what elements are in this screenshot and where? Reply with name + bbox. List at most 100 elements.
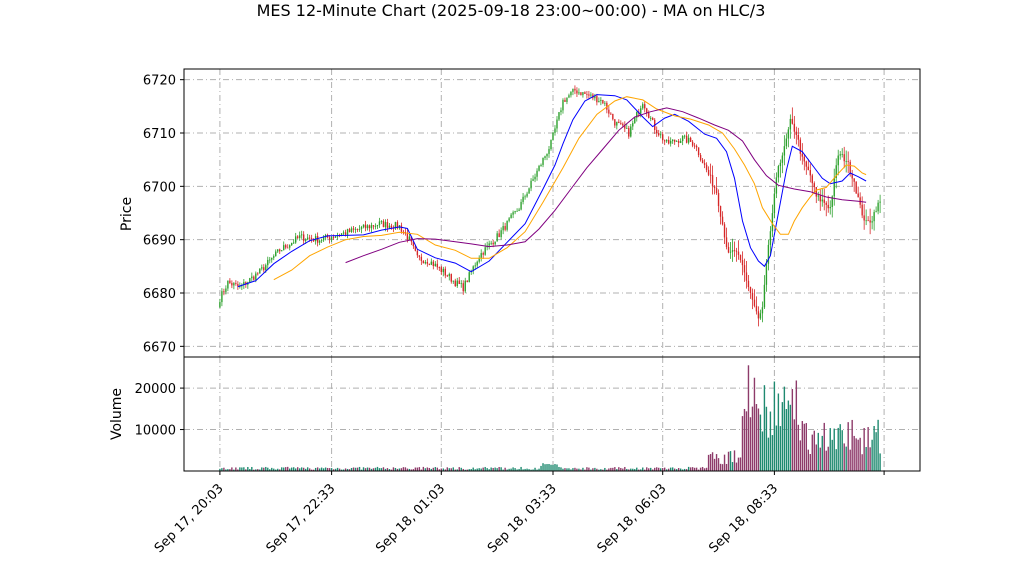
moving-average-line-2	[273, 96, 867, 281]
volume-bar	[845, 446, 847, 471]
x-tick-label: Sep 18, 01:03	[373, 481, 448, 556]
volume-bar	[697, 469, 700, 471]
candle-body	[318, 240, 321, 243]
volume-bar	[665, 469, 668, 471]
candle-body	[594, 96, 596, 99]
candle-body	[779, 162, 782, 167]
candle-body	[851, 174, 853, 179]
candle-body	[261, 267, 263, 269]
volume-bar	[612, 467, 614, 471]
volume-bar	[366, 467, 369, 471]
volume-bar	[376, 466, 379, 471]
volume-bar	[566, 468, 568, 471]
volume-bar	[628, 469, 630, 471]
volume-bar	[723, 454, 726, 471]
volume-bar	[241, 467, 243, 471]
volume-bar	[787, 400, 790, 471]
volume-bar	[658, 467, 660, 471]
volume-bar	[592, 468, 594, 471]
candle-body	[845, 161, 847, 162]
candle-body	[665, 139, 668, 142]
volume-bar	[302, 467, 305, 471]
candle-body	[875, 211, 877, 213]
candle-body	[454, 280, 456, 287]
volume-bar	[474, 469, 476, 471]
candle-body	[636, 111, 638, 118]
candle-body	[616, 121, 618, 126]
candle-body	[316, 236, 319, 243]
volume-bar	[328, 468, 331, 471]
price-panel-frame	[183, 68, 921, 358]
chart-title: MES 12-Minute Chart (2025-09-18 23:00~00…	[257, 1, 766, 20]
candle-body	[775, 177, 778, 194]
candle-body	[332, 237, 335, 238]
volume-bar	[318, 468, 321, 471]
volume-bar	[652, 469, 654, 471]
candle-body	[640, 108, 642, 114]
candle-body	[352, 228, 355, 230]
volume-bar	[614, 467, 616, 471]
candle-body	[789, 118, 792, 130]
volume-bar	[338, 468, 341, 471]
volume-bar	[733, 450, 736, 471]
candle-body	[265, 265, 267, 271]
candle-body	[219, 302, 221, 308]
volume-bar	[277, 468, 279, 471]
x-axis: Sep 17, 20:03 Sep 17, 22:33 Sep 18, 01:03 S…	[152, 471, 885, 556]
volume-bar	[229, 469, 231, 471]
candle-body	[781, 155, 784, 163]
volume-bar	[308, 468, 311, 471]
volume-bar	[436, 467, 439, 471]
candle-body	[556, 119, 558, 129]
volume-bar	[456, 469, 458, 471]
volume-bar	[582, 467, 584, 471]
volume-bar	[797, 424, 800, 471]
candle-body	[709, 174, 712, 176]
volume-bar	[416, 467, 419, 471]
volume-bar	[634, 469, 636, 471]
volume-bar	[745, 411, 748, 471]
candle-body	[223, 291, 225, 292]
volume-bar	[468, 469, 470, 471]
candle-body	[596, 96, 598, 103]
candle-body	[847, 161, 849, 162]
volume-bar	[574, 467, 576, 471]
candle-body	[835, 165, 837, 179]
volume-bar	[536, 469, 538, 471]
candle-body	[520, 201, 522, 210]
volume-bar	[354, 467, 357, 471]
volume-bar	[502, 469, 504, 471]
volume-bar	[622, 468, 624, 471]
volume-bar	[326, 467, 329, 471]
candle-body	[618, 121, 620, 123]
volume-bar	[867, 427, 869, 471]
volume-bar	[482, 467, 484, 471]
candle-body	[227, 280, 229, 289]
candle-body	[624, 125, 626, 129]
volume-bar	[404, 467, 407, 471]
candle-body	[733, 250, 736, 251]
candle-body	[362, 224, 365, 228]
volume-bar	[584, 469, 586, 471]
candle-body	[871, 221, 873, 223]
candle-body	[578, 92, 580, 94]
candle-body	[602, 99, 604, 104]
candle-body	[460, 283, 462, 284]
candle-body	[450, 274, 452, 282]
volume-bar	[384, 468, 387, 471]
candle-body	[500, 230, 502, 238]
candle-body	[799, 139, 802, 154]
volume-bar	[402, 467, 405, 471]
candle-body	[879, 201, 881, 203]
volume-bar	[654, 467, 656, 471]
candle-body	[588, 94, 590, 96]
volume-bar	[691, 467, 694, 471]
volume-bar	[663, 467, 666, 471]
candle-body	[416, 250, 419, 256]
volume-bar	[346, 468, 349, 471]
candle-body	[279, 249, 281, 252]
volume-bar	[265, 466, 267, 471]
candle-body	[574, 88, 576, 91]
volume-bar	[809, 454, 811, 471]
candle-body	[829, 207, 831, 209]
